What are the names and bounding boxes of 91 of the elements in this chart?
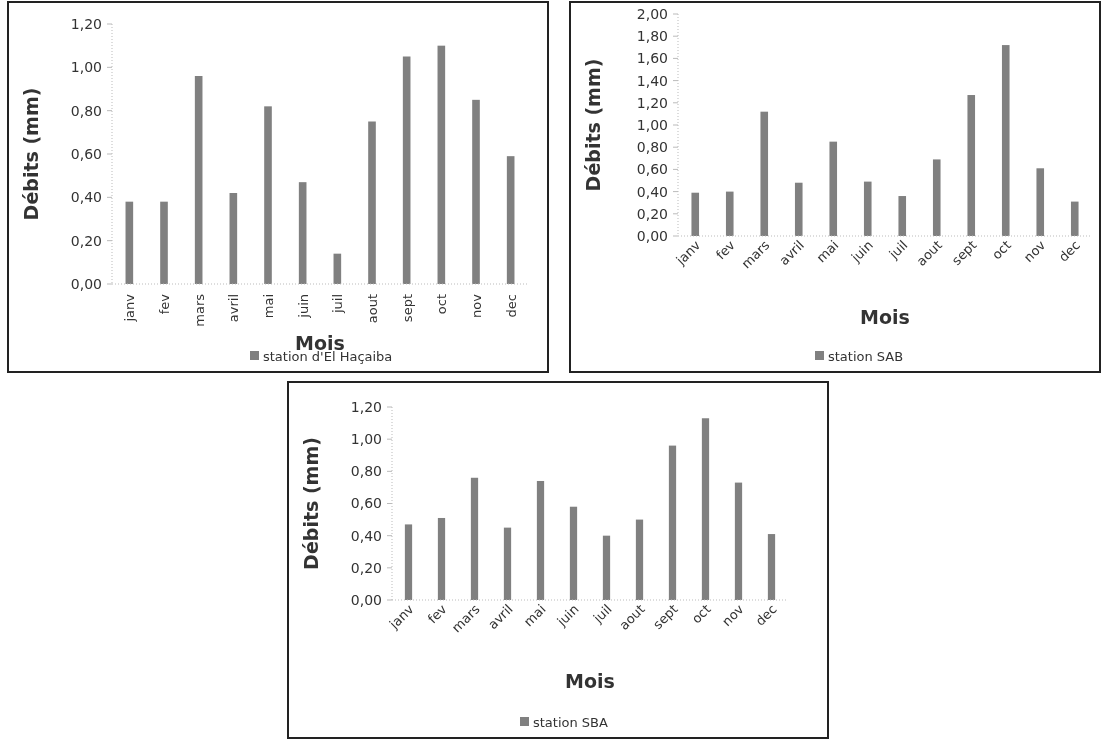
bar [932, 159, 941, 236]
bar [536, 480, 545, 600]
y-tick-label: 0,20 [636, 205, 668, 222]
bar [635, 519, 644, 600]
y-tick-label: 1,20 [70, 15, 102, 32]
x-tick-label: juil [589, 601, 615, 627]
bar [160, 201, 168, 284]
y-tick-label: 0,20 [70, 232, 102, 249]
y-tick-label: 0,80 [350, 463, 382, 480]
x-tick-label: fev [712, 237, 739, 263]
x-tick-label: dec [752, 601, 780, 629]
x-axis-title: Mois [860, 306, 910, 328]
bar [437, 45, 446, 284]
y-tick-label: 0,00 [636, 227, 668, 244]
y-tick-label: 0,80 [70, 102, 102, 119]
bar [229, 193, 238, 284]
y-tick-label: 1,20 [350, 398, 382, 415]
y-tick-label: 0,00 [350, 591, 382, 608]
x-tick-label: nov [1020, 237, 1049, 266]
x-tick-label: fev [157, 293, 172, 315]
y-tick-label: 0,40 [350, 527, 382, 544]
x-tick-label: mars [191, 293, 207, 327]
y-tick-label: 0,40 [636, 183, 668, 200]
y-tick-label: 0,60 [636, 161, 668, 178]
x-tick-label: juin [295, 294, 311, 319]
y-tick-label: 0,80 [636, 139, 668, 156]
y-axis-title: Débits (mm) [582, 58, 604, 192]
x-tick-label: mai [261, 294, 276, 319]
y-tick-label: 2,00 [636, 5, 668, 22]
bar [760, 111, 769, 236]
y-tick-label: 1,00 [70, 59, 102, 76]
bar [264, 106, 272, 284]
legend-label: station SBA [533, 714, 609, 730]
x-tick-label: oct [434, 294, 450, 315]
bar [602, 535, 611, 600]
bar [333, 253, 342, 284]
bar [898, 196, 907, 236]
bar [368, 121, 376, 284]
x-tick-label: nov [469, 293, 484, 318]
bar [194, 76, 203, 284]
bar [404, 524, 413, 600]
bar [402, 56, 411, 284]
y-tick-label: 0,60 [70, 145, 102, 162]
bar [829, 141, 838, 236]
bar [569, 506, 578, 600]
y-tick-label: 1,80 [636, 28, 668, 45]
bar [734, 482, 743, 600]
bar [767, 534, 776, 600]
x-tick-label: oct [688, 601, 714, 627]
bar [725, 191, 734, 236]
y-tick-label: 0,00 [70, 275, 102, 292]
bar [668, 445, 677, 600]
bar [1001, 45, 1010, 236]
x-tick-label: nov [719, 601, 747, 630]
x-tick-label: dec [1055, 237, 1083, 265]
legend-label: station SAB [828, 348, 904, 364]
y-tick-label: 0,60 [350, 495, 382, 512]
x-tick-label: aout [365, 294, 380, 324]
x-tick-label: dec [503, 294, 519, 318]
x-tick-label: avril [226, 294, 242, 323]
x-tick-label: fev [424, 601, 450, 627]
y-tick-label: 1,20 [636, 94, 668, 111]
bar [298, 182, 307, 284]
bar [691, 192, 700, 236]
bar [794, 182, 803, 236]
bar [506, 156, 515, 284]
x-axis-title: Mois [565, 670, 615, 692]
y-tick-label: 1,60 [636, 50, 668, 67]
x-tick-label: juil [885, 237, 911, 263]
bar [472, 99, 480, 284]
y-axis-title: Débits (mm) [20, 87, 42, 221]
x-tick-label: oct [988, 237, 1014, 263]
x-tick-label: juil [330, 294, 346, 315]
bar [1036, 168, 1045, 236]
bar [503, 527, 512, 600]
y-tick-label: 1,00 [350, 431, 382, 448]
bar [967, 95, 976, 236]
x-tick-label: mai [520, 601, 549, 630]
bar [1070, 201, 1079, 236]
y-tick-label: 0,20 [350, 559, 382, 576]
bar [863, 181, 872, 236]
y-tick-label: 1,40 [636, 72, 668, 89]
y-tick-label: 1,00 [636, 116, 668, 133]
bar [701, 418, 710, 600]
bar [437, 517, 446, 600]
y-axis-title: Débits (mm) [300, 437, 322, 570]
x-tick-label: sept [399, 294, 415, 323]
x-tick-label: janv [122, 293, 138, 323]
y-tick-label: 0,40 [70, 189, 102, 206]
bar [470, 477, 479, 600]
bar [125, 201, 134, 284]
